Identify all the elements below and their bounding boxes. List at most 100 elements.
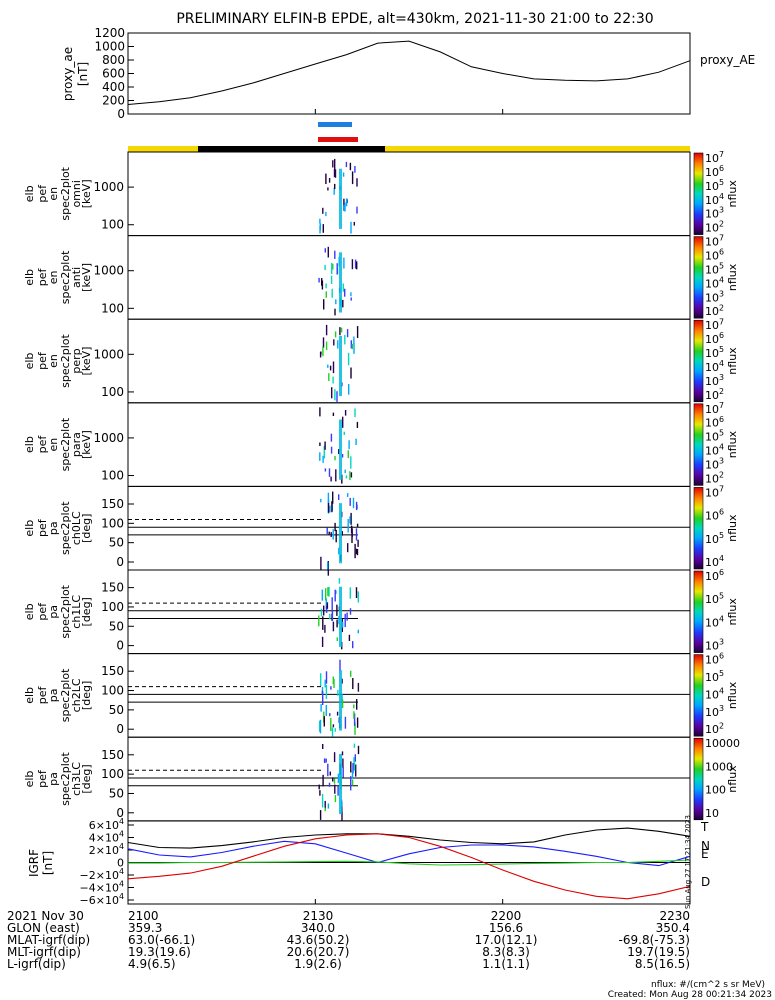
spectrogram-ytick-label: 0 — [116, 639, 124, 653]
colorbar-tick-label: 102 — [705, 387, 724, 402]
spectrogram-pixel — [355, 438, 357, 445]
spectrogram-pixel — [325, 684, 328, 700]
igrf-ytick-label: 4×104 — [89, 830, 124, 845]
spectrogram-pixel — [344, 716, 347, 729]
spectrogram-ylabel-line: elb — [23, 603, 36, 620]
spectrogram-pixel — [350, 367, 352, 379]
spectrogram-pixel — [334, 795, 337, 803]
proxy-ae-ylabel-units: [nT] — [76, 62, 90, 86]
spectrogram-ylabel-line: elb — [23, 771, 36, 788]
spectrogram-pixel — [324, 441, 326, 450]
spectrogram-pixel — [334, 183, 336, 189]
spectrogram-pixel — [333, 778, 336, 784]
spectrogram-pixel — [331, 501, 333, 513]
axis-row-value: 19.7(19.5) — [627, 945, 690, 959]
axis-row-value: 359.3 — [128, 921, 162, 935]
spectrogram-pixel — [356, 421, 359, 428]
spectrogram-pixel — [324, 807, 326, 812]
axis-row-value: 63.0(-66.1) — [128, 933, 195, 947]
shadow-bar — [198, 146, 385, 152]
spectrogram-ylabel-line: pef — [36, 267, 49, 286]
colorbar — [693, 654, 704, 737]
spectrogram-panel-frame — [127, 151, 691, 237]
spectrogram-ylabel-line: spec2plot — [59, 584, 72, 638]
spectrogram-panel-frame — [127, 235, 691, 320]
spectrogram-ylabel-line: elb — [23, 353, 36, 370]
spectrogram-ytick-label: 100 — [101, 684, 124, 698]
spectrogram-ylabel-line: pef — [36, 685, 49, 704]
colorbar — [693, 403, 704, 486]
spectrogram-ylabel-line: ch0LC — [70, 511, 83, 545]
spectrogram-ylabel-line: [keV] — [80, 347, 93, 376]
spectrogram-pixel — [342, 416, 344, 428]
colorbar — [693, 737, 704, 821]
proxy-ae-ytick-label: 600 — [102, 67, 125, 81]
spectrogram-pixel — [345, 475, 348, 479]
spectrogram-pixel — [344, 613, 346, 628]
spectrogram-pixel — [331, 387, 333, 399]
spectrogram-pixel — [356, 717, 359, 728]
colorbar-tick-label: 104 — [705, 614, 724, 629]
spectrogram-pixel — [341, 678, 343, 684]
colorbar-label: nflux — [726, 263, 739, 291]
spectrogram-pixel — [327, 763, 329, 777]
spectrogram-pixel — [320, 608, 323, 617]
spectrogram-pixel — [336, 391, 338, 402]
igrf-ylabel-units: [nT] — [41, 851, 55, 875]
footer-units: nflux: #/(cm^2 s sr MeV) — [651, 980, 765, 990]
colorbar-tick-label: 104 — [705, 443, 724, 458]
spectrogram-ylabel-line: spec2plot — [59, 250, 72, 304]
colorbar-tick-label: 106 — [705, 331, 724, 346]
colorbar-label: nflux — [726, 765, 739, 793]
igrf-ytick-label: −2×104 — [80, 867, 124, 882]
spectrogram-core — [339, 252, 342, 313]
spectrogram-pixel — [351, 259, 354, 270]
colorbar — [693, 487, 704, 570]
colorbar-tick-label: 103 — [705, 704, 724, 719]
spectrogram-pixel — [330, 718, 332, 731]
spectrogram-pixel — [319, 351, 322, 358]
spectrogram-pixel — [344, 288, 346, 297]
spectrogram-pixel — [342, 172, 345, 177]
spectrogram-pixel — [325, 588, 327, 601]
spectrogram-pixel — [341, 751, 344, 756]
spectrogram-pixel — [321, 690, 324, 694]
spectrogram-pixel — [348, 384, 350, 395]
colorbar-tick-label: 106 — [705, 652, 724, 667]
spectrogram-pixel — [327, 502, 330, 513]
spectrogram-ylabel-line: en — [47, 438, 60, 452]
spectrogram-pixel — [331, 610, 334, 621]
igrf-ytick-label: −4×104 — [80, 880, 124, 895]
proxy-ae-ylabel: proxy_ae — [61, 47, 75, 101]
spectrogram-pixel — [345, 161, 348, 168]
colorbar-tick-label: 103 — [705, 457, 724, 472]
spectrogram-ytick-label: 1000 — [93, 180, 124, 194]
axis-row-value: 156.6 — [489, 921, 523, 935]
spectrogram-ylabel-line: [deg] — [80, 764, 93, 793]
spectrogram-ylabel-line: spec2plot — [59, 501, 72, 555]
spectrogram-pixel — [357, 629, 359, 634]
igrf-series-E — [128, 859, 691, 866]
spectrogram-pixel — [319, 218, 321, 224]
spectrogram-pixel — [325, 598, 327, 609]
igrf-ytick-label: 0 — [117, 857, 124, 870]
spectrogram-pixel — [334, 169, 337, 178]
axis-row-label: GLON (east) — [7, 921, 80, 935]
igrf-legend-T: T — [700, 820, 709, 834]
spectrogram-pixel — [350, 472, 353, 478]
spectrogram-pixel — [325, 324, 328, 336]
colorbar-tick-label: 105 — [705, 261, 724, 276]
spectrogram-pixel — [320, 673, 322, 687]
spectrogram-pixel — [348, 440, 350, 450]
spectrogram-ylabel-line: elb — [23, 436, 36, 453]
spectrogram-pixel — [353, 336, 355, 345]
proxy-ae-frame — [127, 32, 691, 115]
spectrogram-ytick-label: 100 — [101, 469, 124, 483]
spectrogram-pixel — [330, 476, 332, 482]
spectrogram-pixel — [349, 608, 352, 615]
spectrogram-pixel — [330, 446, 333, 454]
spectrogram-core — [339, 335, 342, 397]
colorbar-tick-label: 107 — [705, 401, 724, 416]
spectrogram-pixel — [319, 442, 321, 446]
spectrogram-pixel — [356, 261, 358, 270]
